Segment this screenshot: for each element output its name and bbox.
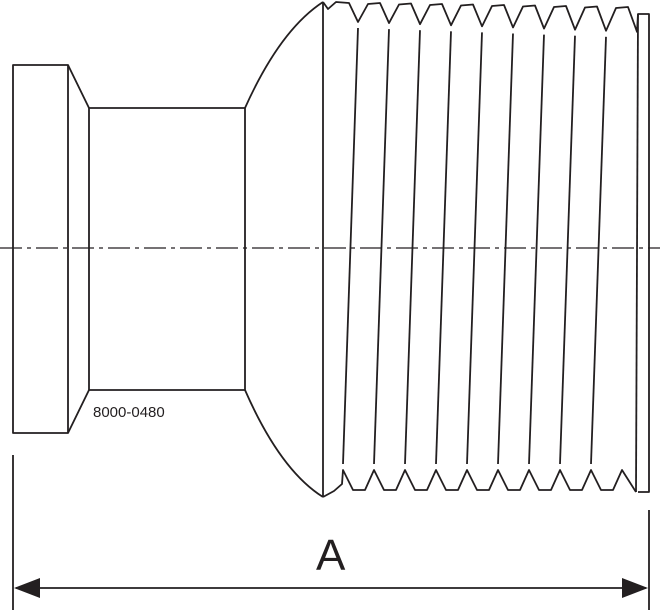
thread-root-line bbox=[497, 33, 514, 465]
arrow-right-icon bbox=[622, 578, 648, 598]
cone bbox=[244, 1, 324, 498]
flange-chamfer bbox=[67, 64, 90, 434]
fitting-outline bbox=[12, 1, 650, 498]
dimension-label: A bbox=[316, 531, 346, 580]
arrow-left-icon bbox=[14, 578, 40, 598]
thread-end-line bbox=[635, 13, 639, 493]
thread-root-line bbox=[404, 30, 421, 465]
thread-profile-bottom bbox=[322, 469, 637, 498]
dimension-a: A bbox=[12, 455, 650, 610]
body bbox=[88, 107, 246, 391]
thread-root-line bbox=[590, 36, 607, 465]
thread-root-line bbox=[373, 29, 390, 465]
part-number-label: 8000-0480 bbox=[93, 404, 165, 421]
flange bbox=[12, 64, 69, 434]
thread-profile-top bbox=[322, 1, 650, 493]
thread-root-line bbox=[559, 35, 576, 465]
thread-root-line bbox=[528, 34, 545, 465]
threads bbox=[322, 1, 650, 498]
thread-root-line bbox=[342, 27, 359, 465]
